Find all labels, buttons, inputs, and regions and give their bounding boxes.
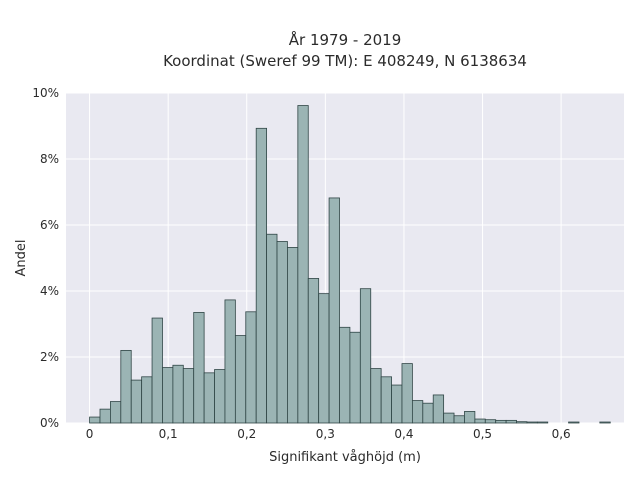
histogram-bar (130, 379, 143, 424)
histogram-bar (464, 411, 476, 424)
histogram-bar (411, 400, 424, 424)
y-tick-label: 4% (40, 284, 59, 298)
histogram-bar (234, 335, 247, 424)
histogram-bar (484, 419, 497, 424)
histogram-bar (349, 331, 361, 424)
histogram-bar (297, 105, 309, 424)
histogram-bar (214, 369, 226, 424)
x-tick-label: 0,6 (552, 427, 571, 441)
histogram-bar (380, 376, 392, 424)
histogram-bar (516, 421, 528, 424)
histogram-bar (370, 368, 382, 424)
histogram-bar (453, 415, 465, 424)
histogram-bar (536, 421, 549, 424)
histogram-bar (110, 401, 122, 424)
y-tick-label: 8% (40, 152, 59, 166)
y-axis-label: Andel (14, 240, 29, 277)
histogram-bar (443, 412, 455, 424)
x-tick-label: 0,3 (316, 427, 335, 441)
histogram-bar (505, 419, 517, 424)
chart-subtitle: Koordinat (Sweref 99 TM): E 408249, N 61… (163, 52, 527, 70)
y-tick-label: 10% (32, 86, 59, 100)
histogram-bar (422, 402, 434, 424)
y-tick-label: 6% (40, 218, 59, 232)
histogram-bar (474, 418, 486, 424)
histogram-bar (172, 364, 184, 424)
histogram-bar (203, 372, 215, 424)
histogram-bar (432, 394, 445, 424)
histogram-bar (89, 416, 101, 424)
histogram-bar (599, 421, 611, 424)
chart-title: År 1979 - 2019 (289, 30, 402, 49)
x-tick-label: 0,4 (394, 427, 413, 441)
histogram-bar (287, 247, 299, 424)
histogram-bar (120, 349, 132, 424)
histogram-bar (162, 367, 174, 424)
histogram-bar (245, 311, 257, 424)
histogram-bar (255, 127, 268, 424)
histogram-bar (401, 363, 413, 424)
histogram-bar (318, 293, 330, 424)
y-tick-label: 2% (40, 350, 59, 364)
histogram-bar (224, 299, 236, 424)
x-axis-label: Signifikant våghöjd (m) (269, 450, 421, 465)
x-tick-label: 0,2 (237, 427, 256, 441)
x-tick-label: 0,5 (473, 427, 492, 441)
y-axis-ticks: 0% 2% 4% 6% 8% 10% (32, 86, 59, 430)
histogram-bar (99, 408, 111, 424)
histogram-bar (266, 233, 278, 424)
histogram-bar (141, 376, 153, 424)
histogram-bar (391, 384, 403, 424)
histogram-bar (568, 421, 580, 424)
histogram-bar (276, 241, 288, 424)
histogram-bar (359, 288, 372, 424)
histogram-bar (526, 421, 538, 424)
histogram-bar (182, 368, 195, 424)
x-tick-label: 0 (86, 427, 94, 441)
histogram-bar (307, 278, 320, 424)
histogram-bars (89, 105, 611, 424)
x-tick-label: 0,1 (159, 427, 178, 441)
histogram-bar (193, 312, 205, 424)
x-axis-ticks: 0 0,1 0,2 0,3 0,4 0,5 0,6 (86, 427, 571, 441)
histogram-bar (328, 197, 340, 424)
histogram-bar (495, 419, 507, 424)
histogram-bar (151, 317, 163, 424)
histogram-bar (339, 326, 351, 424)
y-tick-label: 0% (40, 416, 59, 430)
